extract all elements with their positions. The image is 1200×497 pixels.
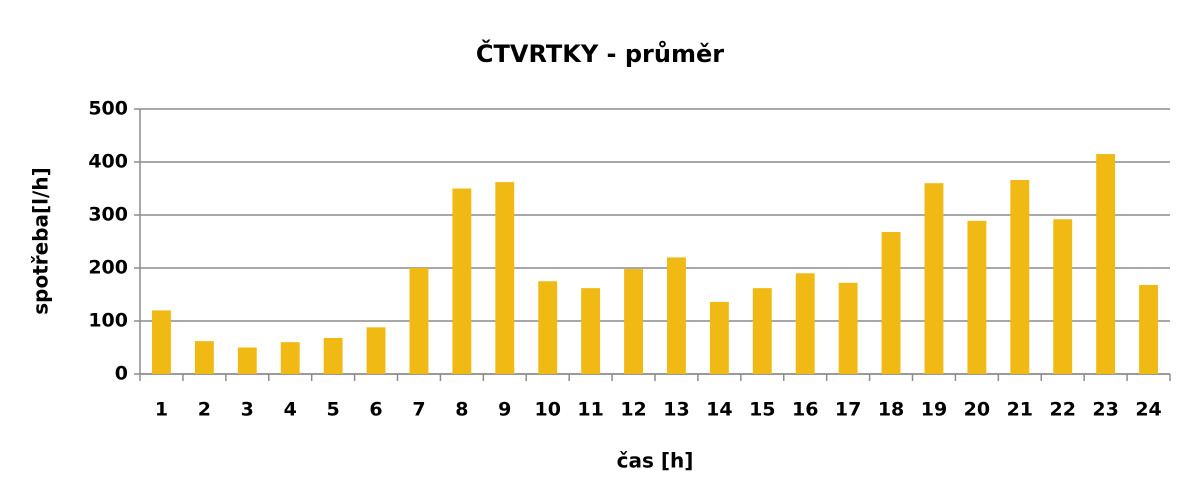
bar xyxy=(1010,180,1030,374)
bar xyxy=(323,337,343,374)
bar xyxy=(495,182,515,374)
x-tick-label: 14 xyxy=(706,399,732,421)
chart-title: ČTVRTKY - průměr xyxy=(476,38,724,68)
x-tick-label: 19 xyxy=(921,399,947,421)
bar xyxy=(152,310,171,374)
bar xyxy=(1096,154,1116,374)
x-tick-label: 17 xyxy=(835,399,861,421)
bar xyxy=(881,231,901,374)
bar xyxy=(709,301,729,374)
x-tick-label: 13 xyxy=(663,399,689,421)
bar xyxy=(967,220,987,374)
x-tick-label: 10 xyxy=(534,399,560,421)
y-tick-label: 300 xyxy=(88,204,128,226)
bar xyxy=(409,268,429,374)
y-tick-label: 0 xyxy=(115,363,128,385)
bar xyxy=(752,288,772,374)
x-tick-label: 2 xyxy=(198,399,211,421)
x-tick-label: 23 xyxy=(1092,399,1118,421)
y-tick-label: 200 xyxy=(88,257,128,279)
x-axis-label: čas [h] xyxy=(617,449,694,473)
x-tick-label: 11 xyxy=(577,399,603,421)
x-tick-label: 20 xyxy=(964,399,990,421)
bar xyxy=(667,257,686,374)
bar xyxy=(366,327,386,374)
bar xyxy=(924,183,944,374)
x-tick-label: 12 xyxy=(620,399,646,421)
x-tick-label: 3 xyxy=(241,399,254,421)
x-tick-label: 21 xyxy=(1007,399,1033,421)
bar xyxy=(538,281,558,374)
y-axis-label: spotřeba[l/h] xyxy=(29,167,53,314)
x-tick-label: 16 xyxy=(792,399,818,421)
bar xyxy=(1139,284,1158,374)
bar xyxy=(237,347,257,374)
x-tick-label: 1 xyxy=(155,399,168,421)
x-tick-label: 22 xyxy=(1049,399,1075,421)
bar xyxy=(624,269,643,374)
x-tick-label: 18 xyxy=(878,399,904,421)
x-tick-label: 5 xyxy=(327,399,340,421)
y-tick-label: 100 xyxy=(88,310,128,332)
y-tick-label: 400 xyxy=(88,151,128,173)
x-tick-label: 6 xyxy=(369,399,382,421)
x-tick-label: 9 xyxy=(498,399,511,421)
bar xyxy=(581,288,601,374)
y-tick-label: 500 xyxy=(88,98,128,120)
bar xyxy=(1053,219,1073,374)
x-tick-label: 24 xyxy=(1135,399,1161,421)
x-tick-label: 7 xyxy=(412,399,425,421)
bar xyxy=(795,273,815,374)
x-tick-label: 15 xyxy=(749,399,775,421)
x-tick-label: 4 xyxy=(284,399,297,421)
x-tick-label: 8 xyxy=(455,399,468,421)
bar xyxy=(838,282,858,374)
bar xyxy=(452,188,472,374)
bar xyxy=(194,341,214,374)
bar xyxy=(280,342,300,374)
